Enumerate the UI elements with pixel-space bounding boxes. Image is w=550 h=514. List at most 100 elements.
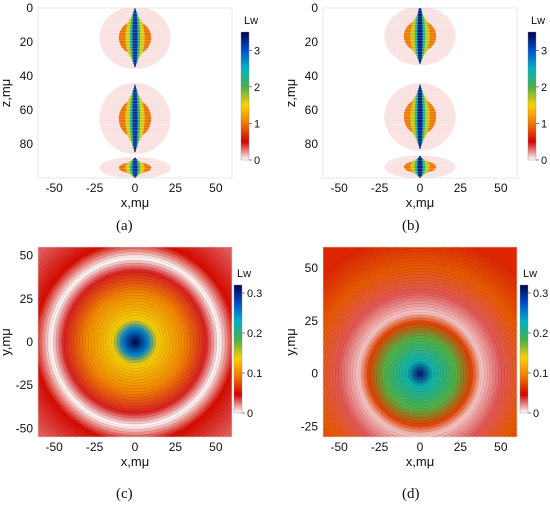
fringe-ring [93, 300, 177, 384]
x-tick-label: -25 [371, 181, 389, 195]
x-axis-label: x,mμ [121, 454, 149, 469]
fringe-ring [326, 280, 514, 437]
colorbar-tick-label: 0.1 [533, 368, 548, 380]
fringe-ring [67, 274, 203, 410]
fringe-ring [346, 300, 494, 437]
fringe-ring [335, 288, 505, 437]
fringe-ring [102, 309, 168, 375]
fringe-ring [378, 332, 462, 415]
fringe-ring [407, 361, 433, 386]
fringe-ring [41, 248, 229, 436]
y-axis-label: y,mμ [0, 328, 13, 355]
fringe-ring [393, 346, 447, 401]
fringe-ring [323, 265, 517, 437]
y-tick-label: 20 [20, 35, 34, 49]
x-tick-label: 25 [454, 440, 468, 454]
y-tick-label: 0 [26, 1, 33, 15]
y-tick-label: 25 [20, 292, 34, 306]
fringe-ring [416, 370, 424, 378]
fringe-ring [58, 265, 212, 419]
fringe-ring [87, 294, 183, 390]
fringe-ring [323, 256, 517, 310]
x-axis-label: x,mμ [121, 195, 149, 210]
fringe-ring [358, 312, 482, 436]
panel-a: -50 -25 0 25 50 0 20 40 60 80 x,mμ z,mμ Lw 0 1 2 3 [0, 1, 260, 210]
fringe-ring [50, 257, 220, 427]
colorbar-tick-label: 0 [533, 408, 539, 420]
fringe-ring [323, 259, 517, 437]
fringe-ring [340, 294, 500, 437]
fringe-ring [367, 320, 473, 427]
y-tick-label: 80 [20, 137, 34, 151]
fringe-ring [384, 338, 456, 410]
focal-lobe [417, 155, 423, 178]
plot-frame [322, 246, 518, 438]
fringe-ring [73, 280, 197, 404]
y-tick-label: 50 [20, 249, 34, 263]
panel-c: -50 -25 0 25 50 50 25 0 -25 -50 x,mμ y,mμ Lw 0 0.1 0.2 0… [0, 246, 262, 469]
x-axis-label: x,mμ [406, 195, 434, 210]
x-tick-label: -50 [330, 181, 348, 195]
fringe-ring [370, 323, 470, 424]
colorbar-label: Lw [531, 15, 545, 27]
fringe-ring [402, 355, 438, 392]
x-tick-label: -50 [45, 440, 63, 454]
colorbar-tick-label: 3 [254, 45, 260, 57]
fringe-ring [64, 271, 206, 413]
caption-c: (c) [116, 486, 133, 502]
fringe-ring [53, 260, 217, 424]
y-tick-label: 0 [26, 335, 33, 349]
fringe-ring [119, 326, 151, 358]
x-tick-label: 50 [209, 181, 223, 195]
fringe-ring [323, 248, 517, 295]
fringe-ring [79, 286, 191, 398]
fringe-ring [329, 282, 511, 437]
y-axis-label: z,mμ [0, 79, 13, 107]
fringe-ring [323, 253, 517, 304]
fringe-ring [399, 352, 441, 395]
fringe-ring [352, 306, 488, 437]
fringe-ring [85, 292, 185, 392]
y-tick-label: 40 [305, 69, 319, 83]
focal-lobe [132, 157, 138, 178]
caption-b: (b) [402, 218, 420, 234]
fringe-ring [128, 335, 142, 349]
fringe-ring [61, 268, 209, 416]
fringe-ring [323, 271, 517, 437]
fringe-ring [125, 332, 145, 352]
colorbar-tick-label: 3 [541, 45, 547, 57]
fringe-ring [55, 262, 215, 422]
fringe-ring [117, 324, 153, 360]
radial-intensity [38, 247, 232, 437]
colorbar [240, 31, 250, 161]
y-axis-label: z,mμ [283, 79, 298, 107]
fringe-ring [76, 283, 194, 401]
fringe-ring [122, 329, 148, 355]
y-tick-label: 25 [305, 314, 319, 328]
intensity-peak [133, 14, 137, 36]
fringe-ring [323, 277, 517, 437]
fringe-ring [338, 291, 502, 437]
x-tick-label: 0 [417, 181, 424, 195]
radial-intensity [323, 247, 517, 437]
fringe-ring [82, 289, 188, 395]
x-tick-label: -50 [45, 181, 63, 195]
x-tick-label: 0 [417, 440, 424, 454]
colorbar [233, 284, 243, 414]
fringe-ring [372, 326, 468, 421]
fringe-ring [96, 303, 174, 381]
y-tick-label: 50 [305, 261, 319, 275]
x-tick-label: 0 [132, 181, 139, 195]
fringe-ring [105, 312, 165, 372]
fringe-ring [404, 358, 436, 389]
heatmap-plot-b [323, 8, 517, 178]
y-tick-label: 60 [305, 103, 319, 117]
y-tick-label: -25 [16, 378, 34, 392]
colorbar-tick-label: 1 [254, 118, 260, 130]
x-tick-label: -50 [330, 440, 348, 454]
x-tick-label: 0 [132, 440, 139, 454]
fringe-ring [111, 318, 159, 366]
fringe-ring [375, 329, 465, 418]
colorbar-tick-label: 0.1 [247, 368, 262, 380]
